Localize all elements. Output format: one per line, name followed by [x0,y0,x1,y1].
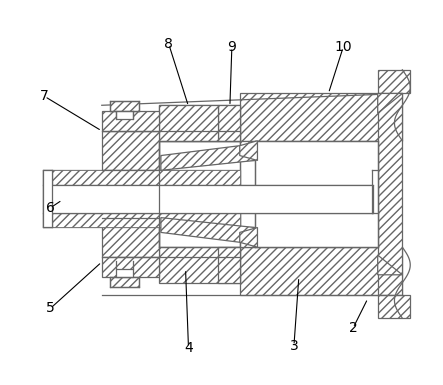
Polygon shape [378,70,410,94]
Polygon shape [378,255,402,275]
Bar [159,105,240,141]
Text: 5: 5 [46,301,55,315]
Polygon shape [378,94,402,113]
Text: 6: 6 [46,201,55,215]
Polygon shape [161,146,255,170]
Polygon shape [161,218,255,242]
Bar [240,228,255,247]
Bar [240,247,402,295]
Polygon shape [240,228,257,247]
Bar [240,141,255,161]
Bar [240,94,402,141]
Bar [218,247,240,283]
Bar [102,257,159,277]
Bar [109,277,139,286]
Bar [116,269,133,277]
Bar [255,141,378,247]
Text: 3: 3 [290,339,298,353]
Bar [218,105,240,141]
Bar [159,247,240,283]
Bar [43,170,240,185]
Polygon shape [240,141,257,161]
Text: 8: 8 [164,37,173,51]
Bar [43,185,373,213]
Bar [43,213,240,228]
Bar [378,94,402,295]
Bar [102,131,159,170]
Bar [43,170,52,228]
Bar [43,170,240,185]
Bar [102,111,159,131]
Bar [109,101,139,111]
Text: 9: 9 [227,40,236,54]
Text: 4: 4 [184,341,193,355]
Bar [116,111,133,119]
Text: 10: 10 [334,40,352,54]
Polygon shape [378,295,410,318]
Text: 7: 7 [40,89,49,104]
Bar [102,218,159,257]
Bar [43,213,240,228]
Bar [159,105,218,141]
Bar [159,141,240,247]
Text: 2: 2 [349,321,358,335]
